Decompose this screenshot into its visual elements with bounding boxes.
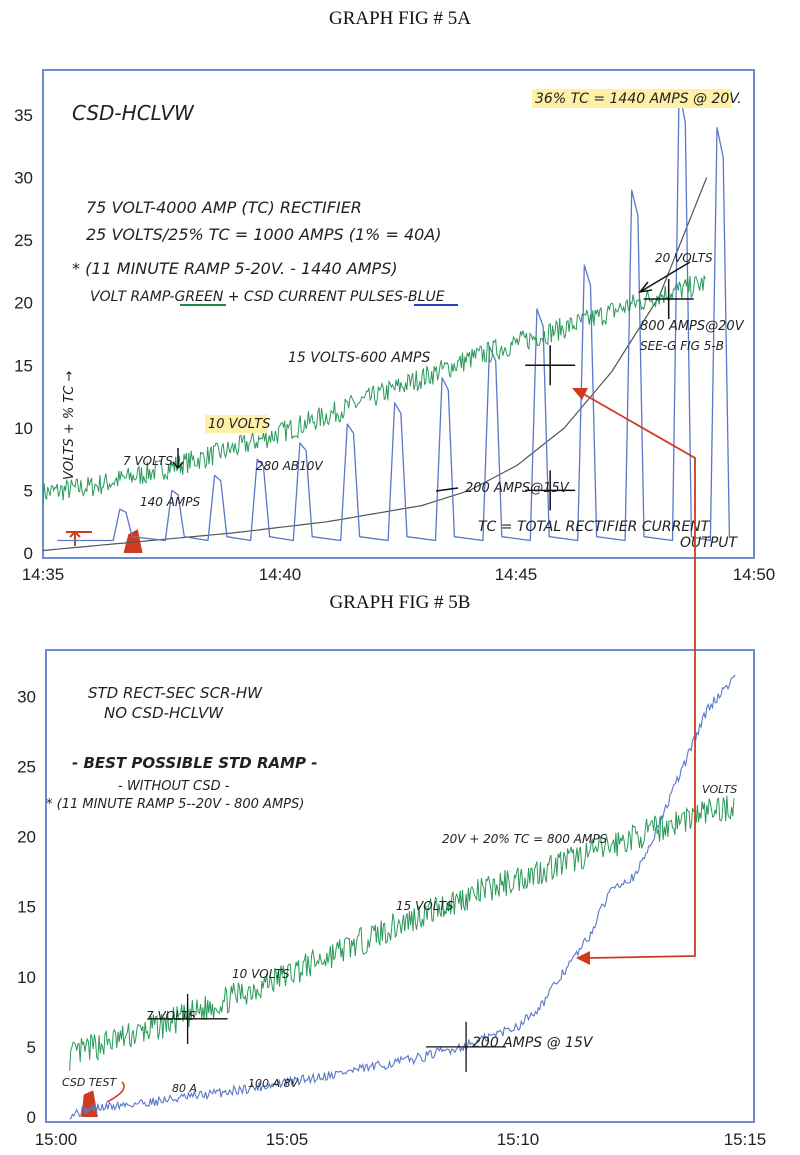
chart-5b-frame — [45, 649, 755, 1123]
chart-5b-y-tick-label: 15 — [17, 898, 36, 917]
chart-5a-y-tick-label: 25 — [14, 231, 33, 250]
chart-5b-y-tick-label: 20 — [17, 828, 36, 847]
chart-5b-annotation: 15 VOLTS — [396, 899, 454, 913]
chart-5a-y-tick-label: 15 — [14, 356, 33, 375]
chart-5a-arrow — [638, 261, 691, 294]
chart-5a-arrow — [435, 487, 459, 492]
chart-5a-annotation: 20 VOLTS — [655, 251, 713, 265]
chart-5b-series-amps — [69, 674, 736, 1120]
chart-5b-csd-test-marker — [81, 1090, 98, 1117]
chart-5a-csd-test-marker — [123, 529, 143, 553]
chart-5b-red-arrow — [106, 1081, 125, 1103]
chart-5b-y-tick-label: 25 — [17, 757, 36, 776]
chart-5b-annotation: VOLTS — [702, 783, 737, 796]
chart-5a-crosshair-marker — [525, 345, 576, 386]
chart-5a-annotation-highlight — [532, 89, 732, 108]
chart-5a-annotation: 75 VOLT-4000 AMP (TC) RECTIFIER — [86, 198, 362, 217]
chart-5a-y-tick-label: 0 — [24, 544, 33, 563]
chart-5a-annotation: 10 VOLTS — [208, 417, 270, 432]
chart-5a-crosshair-marker — [643, 278, 694, 319]
chart-5b-annotation: 200 AMPS @ 15V — [472, 1035, 594, 1051]
chart-5a-x-tick-label: 14:50 — [733, 565, 776, 584]
chart-5b-annotation: 10 VOLTS — [232, 967, 290, 981]
chart-5b-annotation: STD RECT-SEC SCR-HW — [88, 684, 263, 702]
chart-5a-annotation: 7 VOLTS — [123, 454, 173, 468]
chart-5a-series-volt-ramp — [42, 274, 706, 505]
chart-5b-y-tick-label: 30 — [17, 687, 36, 706]
chart-5a-annotation: 200 AMPS@15V — [465, 481, 570, 496]
chart-5a-annotation: 36% TC = 1440 AMPS @ 20V. — [535, 91, 742, 107]
chart-5b-annotation: - BEST POSSIBLE STD RAMP - — [72, 754, 317, 772]
chart-5b-annotation: 80 A — [172, 1082, 197, 1095]
chart-5a: 0 5 10 15 20 25 30 35 14:35 14:40 14:45 14:50 CSD-H… — [14, 69, 776, 584]
chart-5a-series-csd-pulses — [57, 89, 731, 542]
chart-5a-annotation: CSD-HCLVW — [72, 101, 195, 125]
chart-5a-x-tick-label: 14:40 — [259, 565, 302, 584]
chart-5a-y-tick-label: 30 — [14, 169, 33, 188]
chart-5a-y-tick-label: 35 — [14, 106, 33, 125]
chart-5b-series-volt-ramp — [69, 795, 735, 1071]
chart-5b-annotation: - WITHOUT CSD - — [118, 779, 230, 794]
chart-5a-annotation: 140 AMPS — [140, 495, 201, 509]
chart-5b-annotation: * (11 MINUTE RAMP 5--20V - 800 AMPS) — [46, 797, 304, 812]
connector-arrowhead-top — [572, 388, 588, 400]
chart-5a-red-arrow-mark — [66, 530, 92, 546]
chart-5b-crosshair-marker — [147, 993, 228, 1044]
chart-5b-x-tick-label: 15:00 — [35, 1130, 78, 1149]
chart-5a-y-tick-label: 20 — [14, 294, 33, 313]
chart-5a-series-amps-curve — [42, 177, 708, 552]
chart-5a-annotation: 25 VOLTS/25% TC = 1000 AMPS (1% = 40A) — [86, 225, 442, 244]
chart-5b-y-tick-label: 5 — [27, 1038, 36, 1057]
chart-5b-annotation: 7 VOLTS — [146, 1009, 196, 1023]
chart-5b-annotation: NO CSD-HCLVW — [104, 704, 224, 722]
chart-5b-y-tick-label: 0 — [27, 1108, 36, 1127]
chart-5a-annotation: 280 AB10V — [256, 459, 323, 473]
chart-5a-crosshair-marker — [525, 470, 576, 511]
chart-5b-x-tick-label: 15:15 — [724, 1130, 767, 1149]
connector-arrow — [579, 391, 696, 959]
figure-5a-title: GRAPH FIG # 5A — [329, 8, 471, 29]
chart-5a-x-tick-label: 14:35 — [22, 565, 65, 584]
chart-5b-annotation: 100 A 8V — [248, 1077, 300, 1090]
chart-5b-annotation: CSD TEST — [62, 1076, 117, 1089]
connector-arrowhead-bottom — [576, 951, 590, 965]
chart-5a-frame — [42, 69, 755, 559]
chart-5b-x-tick-label: 15:10 — [497, 1130, 540, 1149]
chart-5a-annotation: SEE-G FIG 5-B — [640, 339, 724, 353]
chart-5a-annotation-line: TC = TOTAL RECTIFIER CURRENT — [478, 519, 711, 535]
chart-5a-y-tick-label: 5 — [24, 481, 33, 500]
chart-5b-y-tick-label: 10 — [17, 968, 36, 987]
chart-5a-annotation-highlight — [205, 415, 267, 433]
chart-5a-annotation: 800 AMPS@20V — [640, 319, 745, 334]
figure-5b-title: GRAPH FIG # 5B — [329, 592, 471, 613]
chart-5a-x-tick-label: 14:45 — [495, 565, 538, 584]
chart-5a-y-tick-label: 10 — [14, 419, 33, 438]
chart-5a-annotation: VOLT RAMP-GREEN + CSD CURRENT PULSES-BLU… — [90, 289, 445, 305]
chart-5b-annotation: 20V + 20% TC = 800 AMPS — [442, 832, 608, 846]
chart-5a-annotation: * (11 MINUTE RAMP 5-20V. - 1440 AMPS) — [72, 259, 398, 278]
chart-5a-arrow — [172, 448, 184, 470]
chart-5b-x-tick-label: 15:05 — [266, 1130, 309, 1149]
chart-5a-annotation: 15 VOLTS-600 AMPS — [288, 350, 430, 366]
chart-5b-crosshair-marker — [426, 1021, 507, 1072]
chart-5a-y-axis-label: VOLTS + % TC → — [62, 371, 77, 480]
